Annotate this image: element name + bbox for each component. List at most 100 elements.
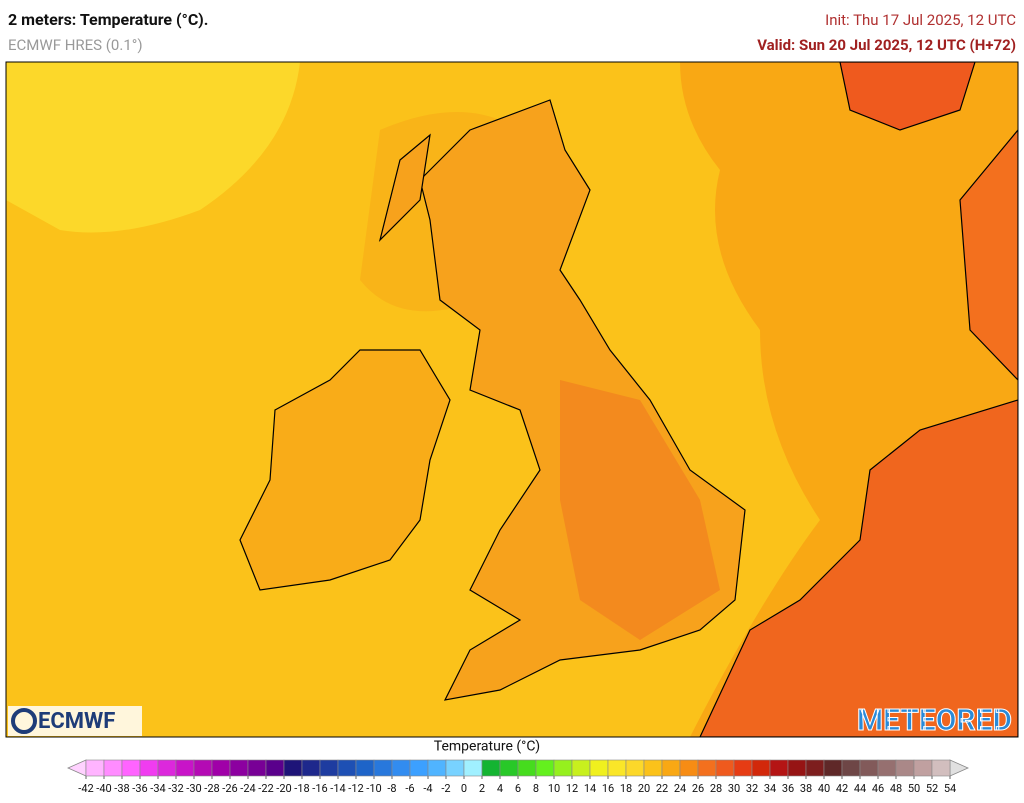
colorbar-tick-label: -16 xyxy=(312,782,327,795)
colorbar-swatch xyxy=(409,759,429,777)
colorbar-tick-label: 0 xyxy=(461,782,467,795)
colorbar-tick-label: 44 xyxy=(854,782,866,795)
colorbar-tick-label: 6 xyxy=(515,782,521,795)
colorbar-swatch xyxy=(247,759,267,777)
colorbar-under xyxy=(67,759,87,777)
colorbar-tick-label: 36 xyxy=(782,782,794,795)
colorbar-tick-label: 24 xyxy=(674,782,686,795)
title: 2 meters: Temperature (°C). xyxy=(8,10,208,29)
colorbar-swatch xyxy=(463,759,483,777)
colorbar-swatch xyxy=(193,759,213,777)
colorbar-swatch xyxy=(607,759,627,777)
colorbar-swatch xyxy=(913,759,933,777)
colorbar-swatch xyxy=(625,759,645,777)
colorbar-swatch xyxy=(103,759,123,777)
colorbar-swatch xyxy=(733,759,753,777)
colorbar-swatch xyxy=(301,759,321,777)
colorbar-tick-label: 38 xyxy=(800,782,812,795)
colorbar-swatch xyxy=(859,759,879,777)
colorbar-tick-label: 10 xyxy=(548,782,560,795)
map: ECMWF METEORED xyxy=(5,61,1019,738)
colorbar-swatch xyxy=(427,759,447,777)
colorbar-tick-label: 12 xyxy=(566,782,578,795)
colorbar-tick-label: 22 xyxy=(656,782,668,795)
colorbar-swatch xyxy=(85,759,105,777)
colorbar-tick-label: 46 xyxy=(872,782,884,795)
colorbar-tick-label: 34 xyxy=(764,782,776,795)
colorbar-swatch xyxy=(931,759,951,777)
colorbar-swatch xyxy=(571,759,591,777)
colorbar-swatch xyxy=(445,759,465,777)
colorbar-tick-label: -2 xyxy=(441,782,450,795)
colorbar-swatch xyxy=(895,759,915,777)
colorbar-tick-label: -42 xyxy=(78,782,93,795)
colorbar-tick-label: -22 xyxy=(258,782,273,795)
colorbar: -42 -40 -38 -36 -34 -32 -30 -28 -26 -24 -22 -20 -18-… xyxy=(67,759,969,795)
colorbar-tick-label: 8 xyxy=(533,782,539,795)
colorbar-tick-label: 2 xyxy=(479,782,485,795)
colorbar-swatch xyxy=(481,759,501,777)
colorbar-tick-label: 54 xyxy=(944,782,956,795)
colorbar-tick-label: -40 xyxy=(96,782,111,795)
colorbar-tick-label: -12 xyxy=(348,782,363,795)
colorbar-tick-label: -30 xyxy=(186,782,201,795)
colorbar-swatch xyxy=(121,759,141,777)
colorbar-tick-label: 16 xyxy=(602,782,614,795)
colorbar-swatch xyxy=(823,759,843,777)
colorbar-tick-label: 42 xyxy=(836,782,848,795)
logo-left: ECMWF xyxy=(38,709,115,734)
colorbar-swatch xyxy=(355,759,375,777)
colorbar-tick-label: 14 xyxy=(584,782,596,795)
colorbar-swatch xyxy=(751,759,771,777)
colorbar-over xyxy=(949,759,969,777)
colorbar-tick-label: 26 xyxy=(692,782,704,795)
colorbar-swatch xyxy=(787,759,807,777)
colorbar-swatch xyxy=(715,759,735,777)
colorbar-tick-label: -28 xyxy=(204,782,219,795)
colorbar-tick-label: 32 xyxy=(746,782,758,795)
colorbar-tick-label: -32 xyxy=(168,782,183,795)
colorbar-swatch xyxy=(337,759,357,777)
colorbar-swatch xyxy=(877,759,897,777)
colorbar-swatch xyxy=(679,759,699,777)
colorbar-tick-label: 4 xyxy=(497,782,503,795)
colorbar-swatch xyxy=(391,759,411,777)
colorbar-tick-label: -18 xyxy=(294,782,309,795)
colorbar-swatch xyxy=(211,759,231,777)
colorbar-swatch xyxy=(319,759,339,777)
colorbar-tick-label: 40 xyxy=(818,782,830,795)
colorbar-swatch xyxy=(805,759,825,777)
valid: Valid: Sun 20 Jul 2025, 12 UTC (H+72) xyxy=(757,36,1016,54)
colorbar-swatch xyxy=(373,759,393,777)
colorbar-tick-label: 48 xyxy=(890,782,902,795)
colorbar-tick-label: -10 xyxy=(366,782,381,795)
colorbar-tick-label: -24 xyxy=(240,782,255,795)
colorbar-tick-label: -20 xyxy=(276,782,291,795)
colorbar-tick-label: 50 xyxy=(908,782,920,795)
colorbar-tick-label: -26 xyxy=(222,782,237,795)
logo-right: METEORED xyxy=(857,703,1012,738)
colorbar-swatch xyxy=(643,759,663,777)
colorbar-swatch xyxy=(139,759,159,777)
colorbar-swatch xyxy=(499,759,519,777)
colorbar-swatch xyxy=(589,759,609,777)
init: Init: Thu 17 Jul 2025, 12 UTC xyxy=(825,11,1016,29)
colorbar-swatch xyxy=(661,759,681,777)
colorbar-tick-label: -34 xyxy=(150,782,165,795)
colorbar-swatch xyxy=(769,759,789,777)
colorbar-swatch xyxy=(283,759,303,777)
colorbar-tick-label: 28 xyxy=(710,782,722,795)
colorbar-swatch xyxy=(157,759,177,777)
colorbar-tick-label: -38 xyxy=(114,782,129,795)
colorbar-swatch xyxy=(265,759,285,777)
colorbar-swatch xyxy=(517,759,537,777)
colorbar-swatch xyxy=(535,759,555,777)
colorbar-tick-label: -14 xyxy=(330,782,345,795)
colorbar-swatch xyxy=(841,759,861,777)
colorbar-swatch xyxy=(229,759,249,777)
colorbar-tick-label: -36 xyxy=(132,782,147,795)
colorbar-title: Temperature (°C) xyxy=(434,739,540,755)
colorbar-tick-label: 30 xyxy=(728,782,740,795)
colorbar-tick-label: 20 xyxy=(638,782,650,795)
